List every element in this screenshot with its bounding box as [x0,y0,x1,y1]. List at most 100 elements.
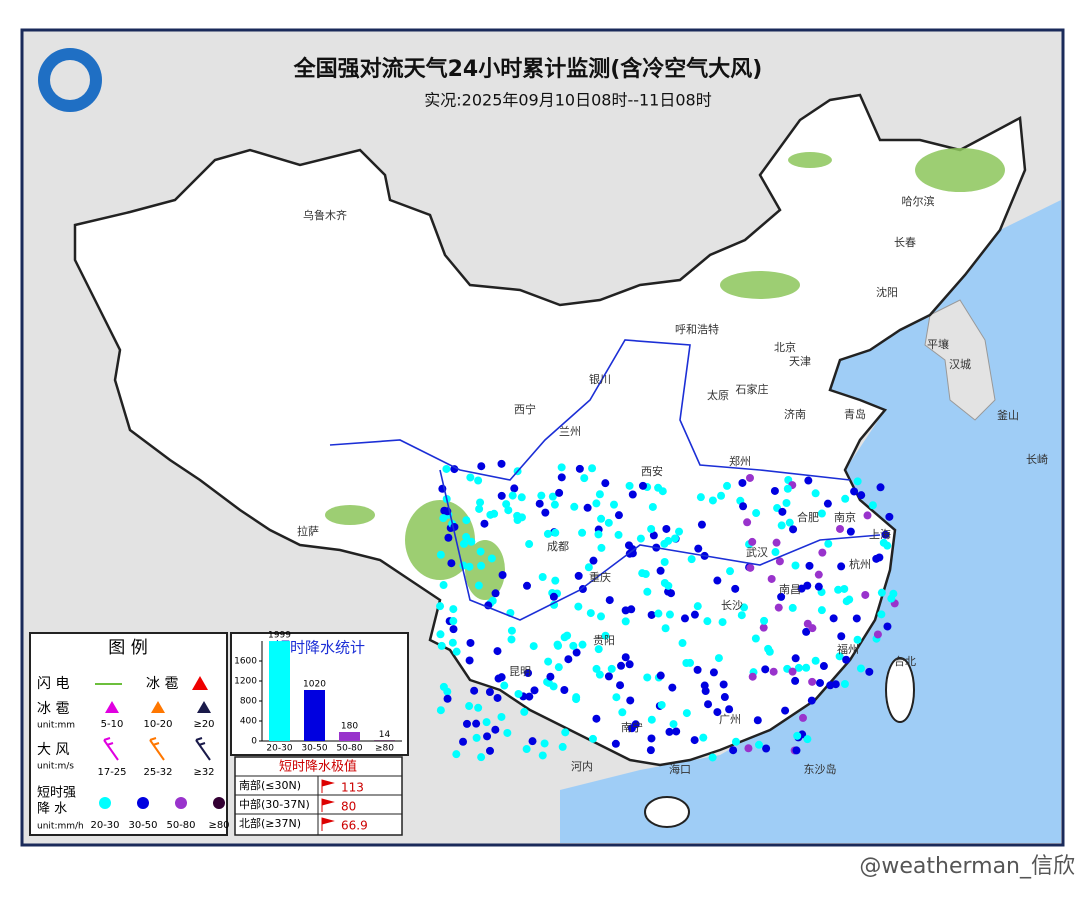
rain-dot [665,727,674,736]
rain-dot [436,550,445,559]
rain-dot [452,647,461,656]
rain-dot [541,508,550,517]
rain-dot [443,694,452,703]
rain-dot [840,584,849,593]
rain-dot [497,459,506,468]
rain-dot [649,531,658,540]
rain-dot [486,510,495,519]
rain-dot [850,487,859,496]
rain-dot [661,624,670,633]
subtitle: 实况:2025年09月10日08时--11日08时 [424,91,711,110]
hail-icon [192,676,208,690]
rain-dot [605,596,614,605]
rain-dot [775,557,784,566]
rain-dot [476,498,485,507]
rain-dot [778,507,787,516]
rain-dot [719,680,728,689]
bar [269,641,290,741]
rain-dot [443,687,452,696]
rain-dot [588,734,597,743]
hail-symbol [197,701,211,713]
rain-dot [720,693,729,702]
rain-dot [853,635,862,644]
y-tick-label: 400 [240,717,257,727]
rain-dot [625,660,634,669]
rain-dot [782,498,791,507]
rain-dot [752,509,761,518]
rain-dot [738,478,747,487]
extremes-rows: 南部(≤30N) 113 中部(30-37N) 80 北部(≥37N) 66.9 [235,775,402,835]
green-areas [325,148,1005,600]
rain-dot [802,627,811,636]
rain-dot [491,725,500,734]
city-label: 北京 [774,340,796,354]
rain-dot [466,473,475,482]
rain-dot [529,642,538,651]
value-label: 1999 [268,631,291,641]
region: 南部(≤30N) [239,778,301,792]
legend-range: 10-20 [143,719,172,730]
rain-dot [621,617,630,626]
rain-dot [656,566,665,575]
rain-dot [549,682,558,691]
title: 全国强对流天气24小时累计监测(含冷空气大风) [293,56,763,82]
city-label: 郑州 [729,454,751,468]
extreme-value: 80 [341,800,356,814]
rain-dot [876,483,885,492]
rain-symbol [175,797,187,809]
rain-dot [783,484,792,493]
rain-dot [575,464,584,473]
rain-dot [762,744,771,753]
rain-dot [477,561,486,570]
rain-dot [696,493,705,502]
legend-label: 短时强 [37,786,76,801]
rain-dot [814,582,823,591]
rain-dot [609,500,618,509]
rain-dot [792,746,801,755]
rain-dot [595,490,604,499]
x-tick-label: 50-80 [336,744,362,754]
rain-dot [660,578,669,587]
x-tick-label: 20-30 [266,744,292,754]
rain-dot [662,524,671,533]
rain-dot [597,514,606,523]
rain-dot [817,606,826,615]
rain-dot [804,476,813,485]
wind-symbol [149,737,165,761]
rain-dot [474,581,483,590]
rain-dot [507,626,516,635]
rain-dot [447,559,456,568]
city-label: 石家庄 [736,382,769,396]
rain-dot [690,610,699,619]
value-label: 1020 [303,680,326,690]
rain-dot [497,491,506,500]
rain-dot [816,678,825,687]
rain-dot [631,720,640,729]
rain-dot [868,501,877,510]
rain-dot [643,587,652,596]
rain-dot [680,614,689,623]
rain-dot [465,656,474,665]
rain-dot [474,703,483,712]
rain-dot [592,499,601,508]
rain-dot [737,611,746,620]
city-label: 银川 [589,372,611,386]
taiwan [885,657,915,723]
rain-dot [614,530,623,539]
city-label: 杭州 [849,557,871,571]
rain-dot [647,524,656,533]
rain-dot [628,490,637,499]
rain-dot [703,617,712,626]
rain-dot [647,734,656,743]
legend-unit: unit:mm [37,721,75,731]
city-label: 兰州 [559,425,581,438]
rain-dot [819,662,828,671]
extreme-value: 113 [341,781,364,795]
rain-dot [835,652,844,661]
rain-dot [570,502,579,511]
rain-dot [824,539,833,548]
rain-dot [611,739,620,748]
rain-dot [660,557,669,566]
rain-dot [807,696,816,705]
